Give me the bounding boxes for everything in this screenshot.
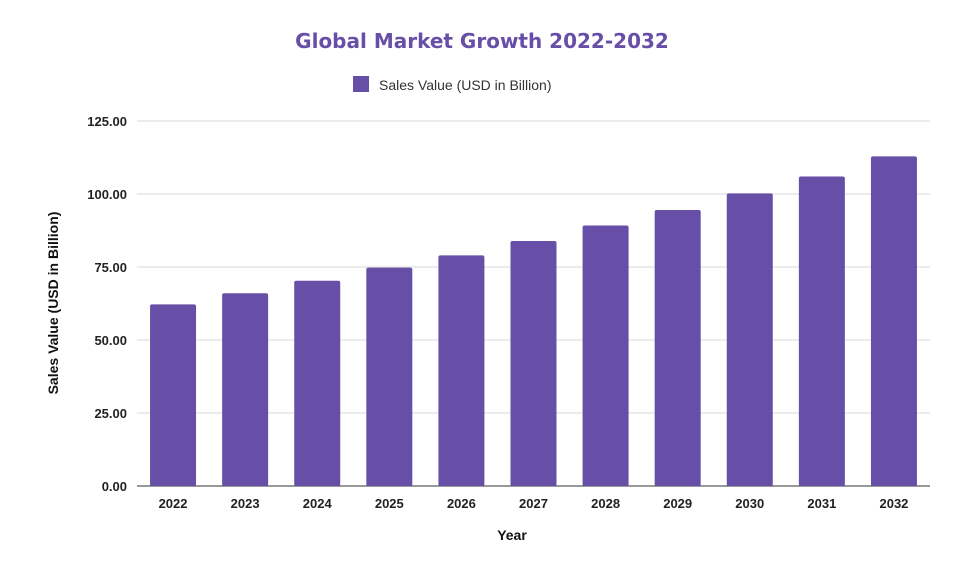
x-tick-label: 2024 <box>303 496 333 511</box>
bar-2030 <box>726 193 773 486</box>
y-tick-label: 50.00 <box>94 333 127 348</box>
bar-2023 <box>222 293 269 486</box>
bar-2027 <box>510 241 557 486</box>
x-tick-label: 2025 <box>375 496 404 511</box>
bar-2024 <box>294 280 341 486</box>
bar-2025 <box>366 267 413 486</box>
x-tick-label: 2028 <box>591 496 620 511</box>
y-axis-label: Sales Value (USD in Billion) <box>45 212 61 395</box>
legend-label: Sales Value (USD in Billion) <box>379 77 551 93</box>
bar-2022 <box>150 304 197 486</box>
x-tick-label: 2022 <box>159 496 188 511</box>
x-tick-label: 2030 <box>735 496 764 511</box>
x-tick-label: 2029 <box>663 496 692 511</box>
bar-2028 <box>582 225 629 486</box>
x-tick-label: 2031 <box>807 496 836 511</box>
y-tick-label: 100.00 <box>87 187 127 202</box>
bar-2031 <box>798 176 845 487</box>
x-tick-label: 2023 <box>231 496 260 511</box>
x-tick-label: 2026 <box>447 496 476 511</box>
bar-2029 <box>654 210 701 486</box>
bar-2032 <box>870 156 917 486</box>
y-tick-label: 25.00 <box>94 406 127 421</box>
x-tick-label: 2027 <box>519 496 548 511</box>
bar-2026 <box>438 255 485 486</box>
legend-swatch <box>353 76 369 92</box>
legend: Sales Value (USD in Billion) <box>353 76 551 93</box>
chart-title: Global Market Growth 2022-2032 <box>295 29 669 53</box>
x-axis-label: Year <box>497 527 527 543</box>
y-tick-label: 125.00 <box>87 114 127 129</box>
y-tick-label: 75.00 <box>94 260 127 275</box>
x-tick-label: 2032 <box>879 496 908 511</box>
y-tick-label: 0.00 <box>102 479 127 494</box>
